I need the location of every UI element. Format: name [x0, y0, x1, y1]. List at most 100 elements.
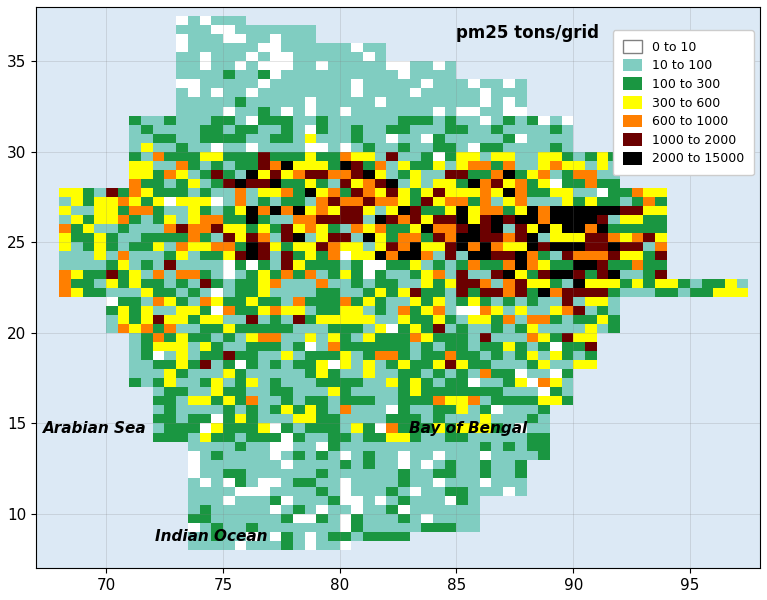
Bar — [269, 125, 281, 134]
Bar — [316, 333, 328, 342]
Bar — [130, 206, 141, 215]
Bar — [387, 125, 398, 134]
Bar — [631, 278, 644, 287]
Bar — [269, 406, 281, 415]
Bar — [269, 496, 281, 505]
Bar — [398, 487, 410, 496]
Bar — [83, 242, 94, 251]
Bar — [421, 79, 433, 88]
Bar — [561, 206, 573, 215]
Bar — [445, 215, 456, 224]
Bar — [281, 369, 293, 378]
Bar — [410, 351, 421, 360]
Bar — [608, 315, 620, 324]
Bar — [293, 43, 304, 52]
Bar — [351, 351, 363, 360]
Bar — [153, 170, 164, 179]
Bar — [246, 505, 258, 514]
Bar — [421, 478, 433, 487]
Bar — [328, 333, 340, 342]
Bar — [538, 451, 550, 460]
Bar — [433, 107, 445, 116]
Bar — [351, 224, 363, 233]
Bar — [573, 342, 585, 351]
Bar — [421, 260, 433, 269]
Bar — [269, 206, 281, 215]
Bar — [328, 369, 340, 378]
Bar — [410, 97, 421, 107]
Bar — [387, 107, 398, 116]
Bar — [351, 478, 363, 487]
Bar — [597, 224, 608, 233]
Bar — [363, 442, 375, 451]
Bar — [620, 269, 631, 278]
Bar — [503, 306, 515, 315]
Bar — [293, 70, 304, 79]
Bar — [94, 242, 106, 251]
Bar — [702, 287, 713, 296]
Bar — [246, 197, 258, 206]
Bar — [258, 260, 269, 269]
Bar — [258, 469, 269, 478]
Bar — [503, 206, 515, 215]
Bar — [351, 505, 363, 514]
Bar — [340, 224, 351, 233]
Bar — [211, 315, 223, 324]
Bar — [550, 134, 561, 143]
Bar — [351, 315, 363, 324]
Bar — [211, 16, 223, 25]
Bar — [246, 442, 258, 451]
Bar — [130, 260, 141, 269]
Bar — [293, 206, 304, 215]
Bar — [153, 143, 164, 152]
Bar — [176, 188, 188, 197]
Bar — [597, 206, 608, 215]
Bar — [410, 333, 421, 342]
Bar — [258, 287, 269, 296]
Bar — [597, 296, 608, 306]
Bar — [398, 433, 410, 442]
Bar — [258, 170, 269, 179]
Bar — [421, 134, 433, 143]
Bar — [538, 251, 550, 260]
Bar — [328, 143, 340, 152]
Bar — [223, 351, 235, 360]
Bar — [608, 188, 620, 197]
Bar — [106, 251, 118, 260]
Bar — [526, 442, 538, 451]
Bar — [304, 315, 316, 324]
Bar — [106, 296, 118, 306]
Bar — [585, 351, 597, 360]
Bar — [153, 415, 164, 424]
Bar — [456, 478, 468, 487]
Bar — [235, 170, 246, 179]
Bar — [176, 52, 188, 61]
Bar — [398, 170, 410, 179]
Bar — [211, 79, 223, 88]
Bar — [258, 79, 269, 88]
Bar — [269, 116, 281, 125]
Bar — [526, 269, 538, 278]
Bar — [235, 43, 246, 52]
Bar — [258, 25, 269, 34]
Bar — [235, 161, 246, 170]
Bar — [620, 197, 631, 206]
Bar — [480, 287, 492, 296]
Bar — [246, 34, 258, 43]
Bar — [141, 324, 153, 333]
Bar — [690, 287, 702, 296]
Bar — [375, 88, 387, 97]
Bar — [538, 360, 550, 369]
Bar — [445, 197, 456, 206]
Bar — [141, 134, 153, 143]
Bar — [363, 134, 375, 143]
Bar — [573, 251, 585, 260]
Bar — [515, 469, 526, 478]
Bar — [492, 125, 503, 134]
Bar — [141, 125, 153, 134]
Bar — [269, 505, 281, 514]
Bar — [375, 260, 387, 269]
Bar — [585, 278, 597, 287]
Bar — [550, 315, 561, 324]
Bar — [631, 242, 644, 251]
